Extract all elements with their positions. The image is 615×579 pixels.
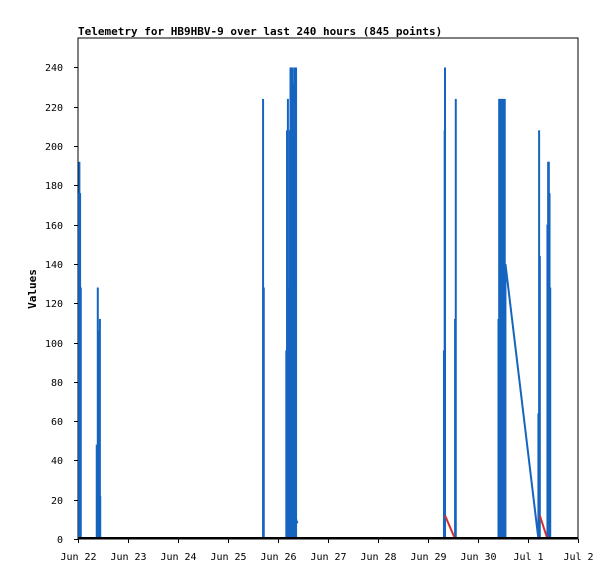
- data-bar: [295, 67, 298, 539]
- data-line: [504, 263, 540, 540]
- y-tick-label: 160: [45, 221, 63, 232]
- y-axis-label: Values: [26, 269, 39, 309]
- y-axis: 0 20 40 60 80 100 120 140 160 180 200 220 240: [45, 63, 78, 546]
- data-bar: [454, 98, 457, 539]
- data-bar: [549, 287, 552, 539]
- y-tick-label: 220: [45, 103, 63, 114]
- data-line: [295, 519, 299, 524]
- y-tick-label: 200: [45, 142, 63, 153]
- x-tick-label: Jul 2: [563, 552, 593, 563]
- y-tick-label: 100: [45, 339, 63, 350]
- x-tick-label: Jun 22: [60, 552, 96, 563]
- data-bar: [95, 444, 98, 539]
- x-tick-label: Jun 23: [110, 552, 146, 563]
- y-tick-label: 240: [45, 63, 63, 74]
- y-tick-label: 140: [45, 260, 63, 271]
- data-bars: [78, 67, 552, 539]
- data-line: [444, 515, 456, 540]
- x-tick-label: Jun 24: [160, 552, 196, 563]
- y-tick-label: 0: [57, 535, 63, 546]
- x-tick-label: Jun 25: [210, 552, 246, 563]
- x-tick-label: Jul 1: [513, 552, 543, 563]
- x-tick-label: Jun 27: [310, 552, 346, 563]
- x-tick-label: Jun 29: [410, 552, 446, 563]
- data-bar: [504, 263, 507, 539]
- y-tick-label: 180: [45, 181, 63, 192]
- y-tick-label: 20: [51, 496, 63, 507]
- y-tick-label: 80: [51, 378, 63, 389]
- data-bar: [538, 256, 541, 539]
- data-bar: [262, 287, 265, 539]
- data-bar: [444, 67, 447, 539]
- x-axis: Jun 22 Jun 23 Jun 24 Jun 25 Jun 26 Jun 27 Jun …: [60, 539, 594, 563]
- data-bar: [99, 495, 102, 539]
- x-tick-label: Jun 28: [360, 552, 396, 563]
- x-tick-label: Jun 30: [460, 552, 496, 563]
- trend-lines: [295, 263, 549, 540]
- y-tick-label: 60: [51, 417, 63, 428]
- chart-title: Telemetry for HB9HBV-9 over last 240 hou…: [78, 25, 442, 38]
- y-tick-label: 40: [51, 456, 63, 467]
- data-bar: [498, 98, 501, 539]
- x-tick-label: Jun 26: [260, 552, 296, 563]
- data-bar: [98, 318, 101, 539]
- data-bar: [79, 287, 82, 539]
- y-tick-label: 120: [45, 299, 63, 310]
- data-line: [538, 515, 549, 540]
